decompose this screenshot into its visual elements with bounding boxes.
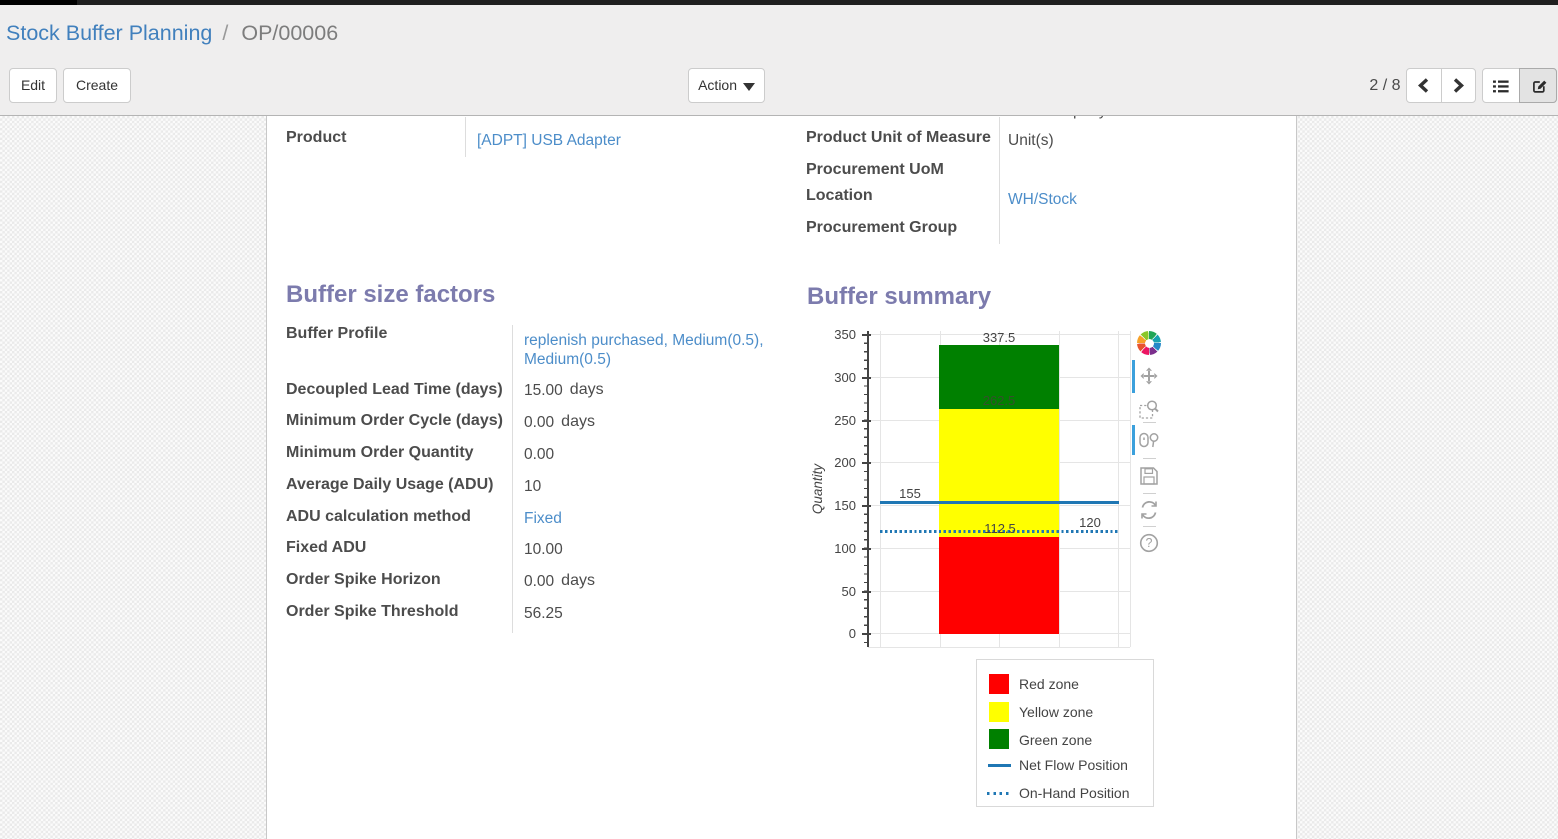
- svg-text:?: ?: [1146, 536, 1153, 550]
